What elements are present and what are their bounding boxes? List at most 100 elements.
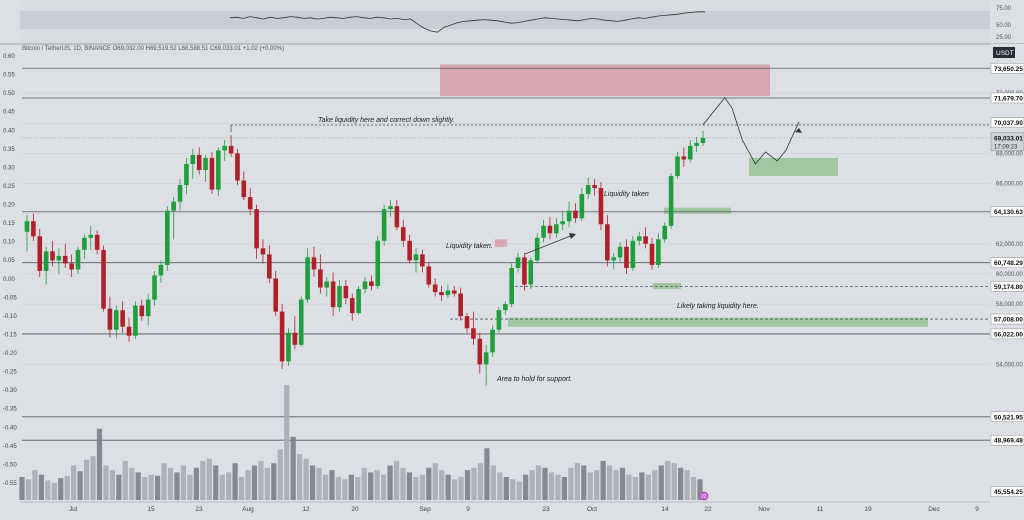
volume-bar <box>548 472 555 500</box>
event-badge-label: 22 <box>701 494 707 500</box>
candle-up <box>75 249 81 270</box>
volume-bar <box>355 477 361 500</box>
candle-down <box>592 185 597 189</box>
volume-bar <box>213 465 219 500</box>
candle-down <box>407 240 412 261</box>
volume-bar <box>77 471 83 500</box>
candle-up <box>509 267 514 305</box>
time-axis-tick-label: 23 <box>195 506 203 513</box>
volume-bar <box>148 474 154 500</box>
candle-up <box>630 240 636 268</box>
volume-bar <box>665 460 671 500</box>
right-axis[interactable]: 54,000.0056,000.0058,000.0060,000.0062,0… <box>990 63 1024 497</box>
volume-bar <box>561 477 567 500</box>
candle-down <box>369 281 374 287</box>
time-axis[interactable]: Jul 15 23 Aug 12 20 Sep 9 23 Oct 14 22 Nov 11 19 Dec 9 <box>69 506 979 513</box>
price-label: 64,130.63 <box>994 209 1023 216</box>
candle-up <box>554 224 559 234</box>
candle-up <box>668 176 674 226</box>
candle-down <box>31 221 36 237</box>
time-axis-tick-label: 23 <box>542 506 550 513</box>
left-axis: 0.60 0.55 0.50 0.45 0.40 0.35 0.30 0.25 0.20 0.15… <box>3 54 17 487</box>
event-badge[interactable] <box>699 491 709 501</box>
volume-bar <box>426 467 432 500</box>
candle-up <box>56 255 62 261</box>
volume-bar <box>103 465 109 500</box>
volume-bar <box>342 479 348 500</box>
left-axis-tick-label: -0.25 <box>3 370 17 376</box>
candle-up <box>579 194 585 219</box>
candle-down <box>279 311 285 362</box>
volume-bar <box>96 428 103 500</box>
candle-up <box>158 264 164 276</box>
right-axis-tick-label: 66,000.00 <box>996 182 1023 188</box>
candle-up <box>700 137 706 143</box>
volume-bar <box>645 474 651 500</box>
candle-up <box>585 185 591 195</box>
volume-bar <box>419 474 425 500</box>
volume-bars <box>19 385 703 500</box>
candle-down <box>573 210 578 219</box>
volume-bar <box>381 474 387 500</box>
volume-bar <box>309 465 316 500</box>
candle-down <box>394 206 400 228</box>
left-axis-tick-label: 0.15 <box>3 221 15 227</box>
rsi-tick-label: 25.00 <box>996 35 1012 41</box>
volume-bar <box>393 460 400 500</box>
sell-zone <box>495 239 507 247</box>
time-axis-tick-label: Aug <box>242 506 254 513</box>
candle-up <box>662 225 668 240</box>
volume-bar <box>58 478 64 500</box>
volume-bar <box>226 472 232 500</box>
right-axis-tick-label: 60,000.00 <box>996 272 1023 278</box>
candle-down <box>349 298 355 314</box>
candle-down <box>464 316 470 329</box>
symbol-legend[interactable]: Bitcoin / TetherUS, 1D, BINANCE O69,032.… <box>22 46 284 52</box>
volume-bar <box>458 477 464 500</box>
price-label-box <box>990 434 1024 446</box>
candle-down <box>343 286 349 299</box>
volume-bar <box>587 472 593 500</box>
price-label: 45,554.25 <box>994 489 1023 496</box>
right-axis-tick-label: 68,000.00 <box>996 151 1023 157</box>
buy-zone <box>749 157 838 177</box>
volume-bar <box>109 470 115 500</box>
volume-bar <box>490 465 496 500</box>
candle-up <box>43 251 49 271</box>
candle-down <box>598 188 604 225</box>
volume-bar <box>245 470 251 500</box>
candle-down <box>432 284 438 293</box>
volume-bar <box>19 477 25 500</box>
volume-bar <box>626 474 632 500</box>
price-label-box <box>990 63 1024 74</box>
time-axis-tick-label: 9 <box>975 506 979 513</box>
volume-bar <box>639 472 645 500</box>
volume-bar <box>45 480 51 500</box>
volume-bar <box>174 472 180 500</box>
volume-bar <box>180 465 187 500</box>
sell-zone <box>440 64 770 97</box>
rsi-tick-label: 75.00 <box>996 6 1012 12</box>
volume-bar <box>71 465 77 500</box>
left-axis-tick-label: 0.05 <box>3 258 15 264</box>
price-label-box <box>990 117 1024 128</box>
candle-down <box>62 255 68 264</box>
volume-bar <box>542 467 548 500</box>
volume-bar <box>523 474 529 500</box>
rsi-band <box>20 11 990 29</box>
price-label: 56,022.00 <box>994 331 1023 338</box>
candles <box>24 130 706 386</box>
candle-up <box>483 352 489 365</box>
candle-down <box>139 305 145 317</box>
candle-up <box>145 299 151 317</box>
projection-arrowhead <box>795 128 802 133</box>
candle-up <box>617 246 623 258</box>
volume-bar <box>322 474 329 500</box>
price-label: 59,174.80 <box>994 284 1023 291</box>
left-axis-tick-label: 0.35 <box>3 147 15 153</box>
volume-bar <box>581 465 587 500</box>
volume-bar <box>574 463 580 500</box>
price-label: 48,969.48 <box>994 438 1023 445</box>
volume-bar <box>135 472 141 500</box>
